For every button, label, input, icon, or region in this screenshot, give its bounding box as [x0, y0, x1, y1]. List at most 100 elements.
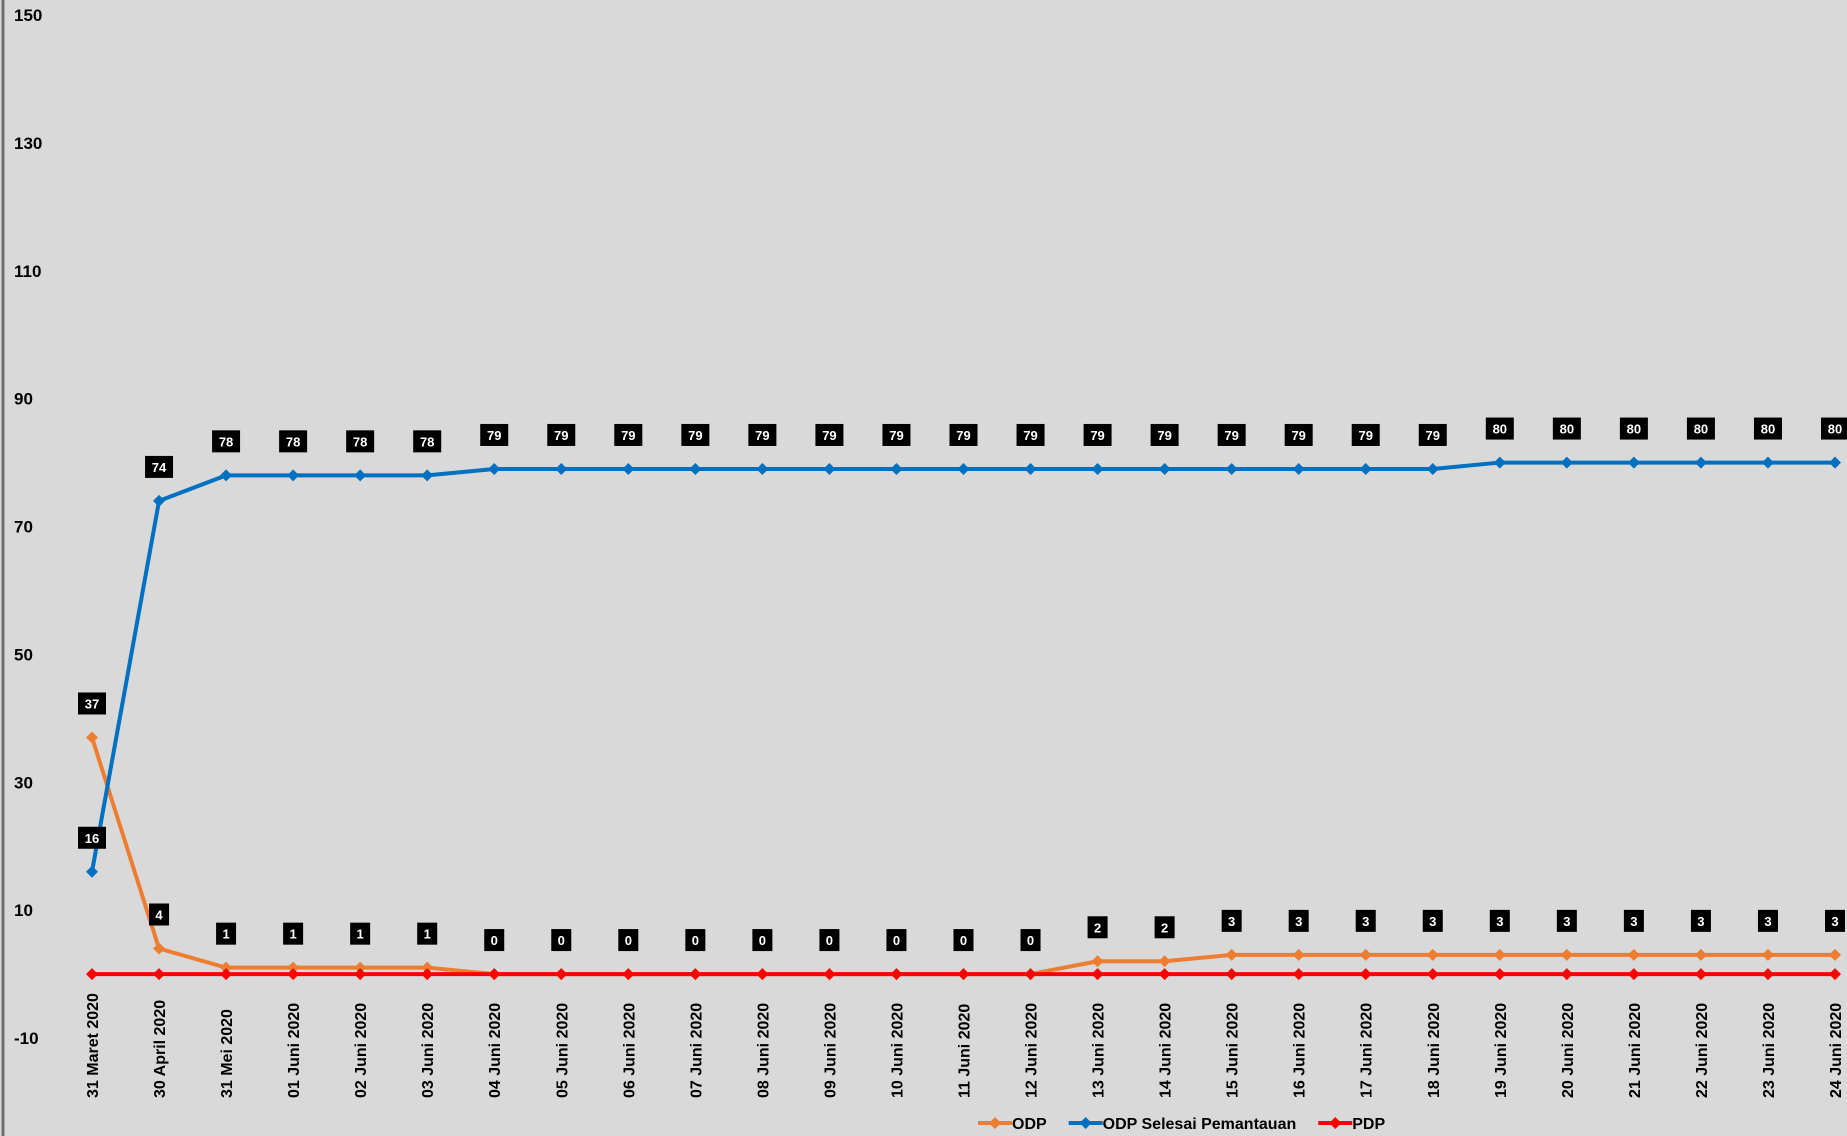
data-point	[1292, 968, 1305, 981]
data-label: 2	[1154, 916, 1175, 939]
data-label-box	[283, 922, 304, 945]
legend-item-odp-selesai-pemantauan: ODP Selesai Pemantauan	[1068, 1116, 1296, 1133]
data-point	[1560, 456, 1573, 469]
data-point	[1359, 968, 1372, 981]
data-label-box	[216, 922, 237, 945]
data-label: 0	[685, 929, 706, 952]
y-axis: -10 10 30 50 70 90 110 130 150	[14, 6, 42, 1048]
data-point	[220, 968, 233, 981]
data-label: 3	[1489, 909, 1510, 932]
x-tick-label: 12 Juni 2020	[1024, 1003, 1041, 1098]
data-label-box	[1355, 909, 1376, 932]
data-label-text: 3	[1630, 914, 1637, 929]
data-label: 80	[1485, 417, 1514, 440]
data-label-box	[78, 692, 106, 715]
data-label-box	[882, 423, 911, 446]
data-label-box	[413, 430, 442, 453]
x-tick-label: 17 Juni 2020	[1359, 1003, 1376, 1098]
series-lines	[90, 460, 1835, 977]
data-label-box	[815, 423, 844, 446]
data-label: 1	[417, 922, 438, 945]
data-label-box	[886, 929, 907, 952]
data-label: 3	[1825, 909, 1845, 932]
data-label: 1	[283, 922, 304, 945]
x-tick-label: 13 Juni 2020	[1091, 1003, 1108, 1098]
data-point	[890, 462, 903, 475]
x-tick-label: 22 Juni 2020	[1694, 1003, 1711, 1098]
data-point	[287, 961, 300, 974]
data-label-box	[819, 929, 840, 952]
data-label: 79	[748, 423, 777, 446]
data-label: 0	[618, 929, 639, 952]
x-tick-label: 31 Maret 2020	[85, 993, 102, 1098]
data-label: 0	[752, 929, 773, 952]
data-label: 3	[1623, 909, 1644, 932]
data-point	[1493, 456, 1506, 469]
data-label-box	[350, 922, 371, 945]
y-tick-label: 30	[14, 773, 33, 792]
y-tick-label: 50	[14, 645, 33, 664]
data-label-text: 3	[1295, 914, 1302, 929]
data-label-box	[949, 423, 978, 446]
data-label-text: 78	[420, 434, 434, 449]
data-label-text: 78	[219, 434, 233, 449]
series-line-odp-selesai-pemantauan	[90, 460, 1835, 873]
y-tick-label: 150	[14, 6, 42, 25]
data-label-box	[212, 430, 241, 453]
data-label: 0	[953, 929, 974, 952]
data-point	[957, 968, 970, 981]
data-label-text: 78	[353, 434, 367, 449]
data-label-box	[1284, 423, 1313, 446]
data-label-box	[1221, 909, 1242, 932]
data-point	[287, 968, 300, 981]
data-point	[1829, 456, 1841, 469]
data-label-box	[614, 423, 643, 446]
data-label-box	[1288, 909, 1309, 932]
data-label-text: 4	[155, 907, 163, 922]
data-label-box	[618, 929, 639, 952]
legend-marker	[1329, 1117, 1342, 1129]
data-label-box	[685, 929, 706, 952]
data-point	[354, 469, 367, 482]
data-label-text: 16	[85, 831, 99, 846]
data-point	[756, 462, 769, 475]
data-label-text: 79	[822, 428, 836, 443]
data-point	[287, 469, 300, 482]
data-label-text: 80	[1560, 422, 1574, 437]
data-label-text: 3	[1563, 914, 1570, 929]
data-point	[622, 462, 635, 475]
data-label: 80	[1619, 417, 1648, 440]
data-label-text: 1	[357, 927, 364, 942]
data-label-box	[1556, 909, 1577, 932]
data-label-text: 3	[1831, 914, 1838, 929]
data-label-box	[1623, 909, 1644, 932]
data-point	[689, 462, 702, 475]
data-point	[1024, 462, 1037, 475]
data-label-box	[1489, 909, 1510, 932]
data-label-box	[1825, 909, 1845, 932]
x-tick-label: 03 Juni 2020	[420, 1003, 437, 1098]
data-label: 0	[819, 929, 840, 952]
data-point	[957, 462, 970, 475]
data-label-box	[1016, 423, 1045, 446]
data-label-text: 79	[554, 428, 568, 443]
data-label: 0	[551, 929, 572, 952]
data-point	[1359, 462, 1372, 475]
data-label-box	[551, 929, 572, 952]
data-label: 79	[1083, 423, 1112, 446]
data-label-box	[149, 903, 170, 926]
data-point	[1426, 948, 1439, 961]
data-label-box	[1418, 423, 1447, 446]
y-tick-label: 70	[14, 518, 33, 537]
data-point	[1158, 955, 1171, 968]
data-label: 79	[949, 423, 978, 446]
data-label: 80	[1552, 417, 1581, 440]
data-label-box	[547, 423, 576, 446]
data-label: 3	[1757, 909, 1778, 932]
data-point	[689, 968, 702, 981]
data-label-text: 80	[1627, 422, 1641, 437]
data-label: 78	[212, 430, 241, 453]
data-label: 78	[346, 430, 375, 453]
data-label-text: 79	[487, 428, 501, 443]
